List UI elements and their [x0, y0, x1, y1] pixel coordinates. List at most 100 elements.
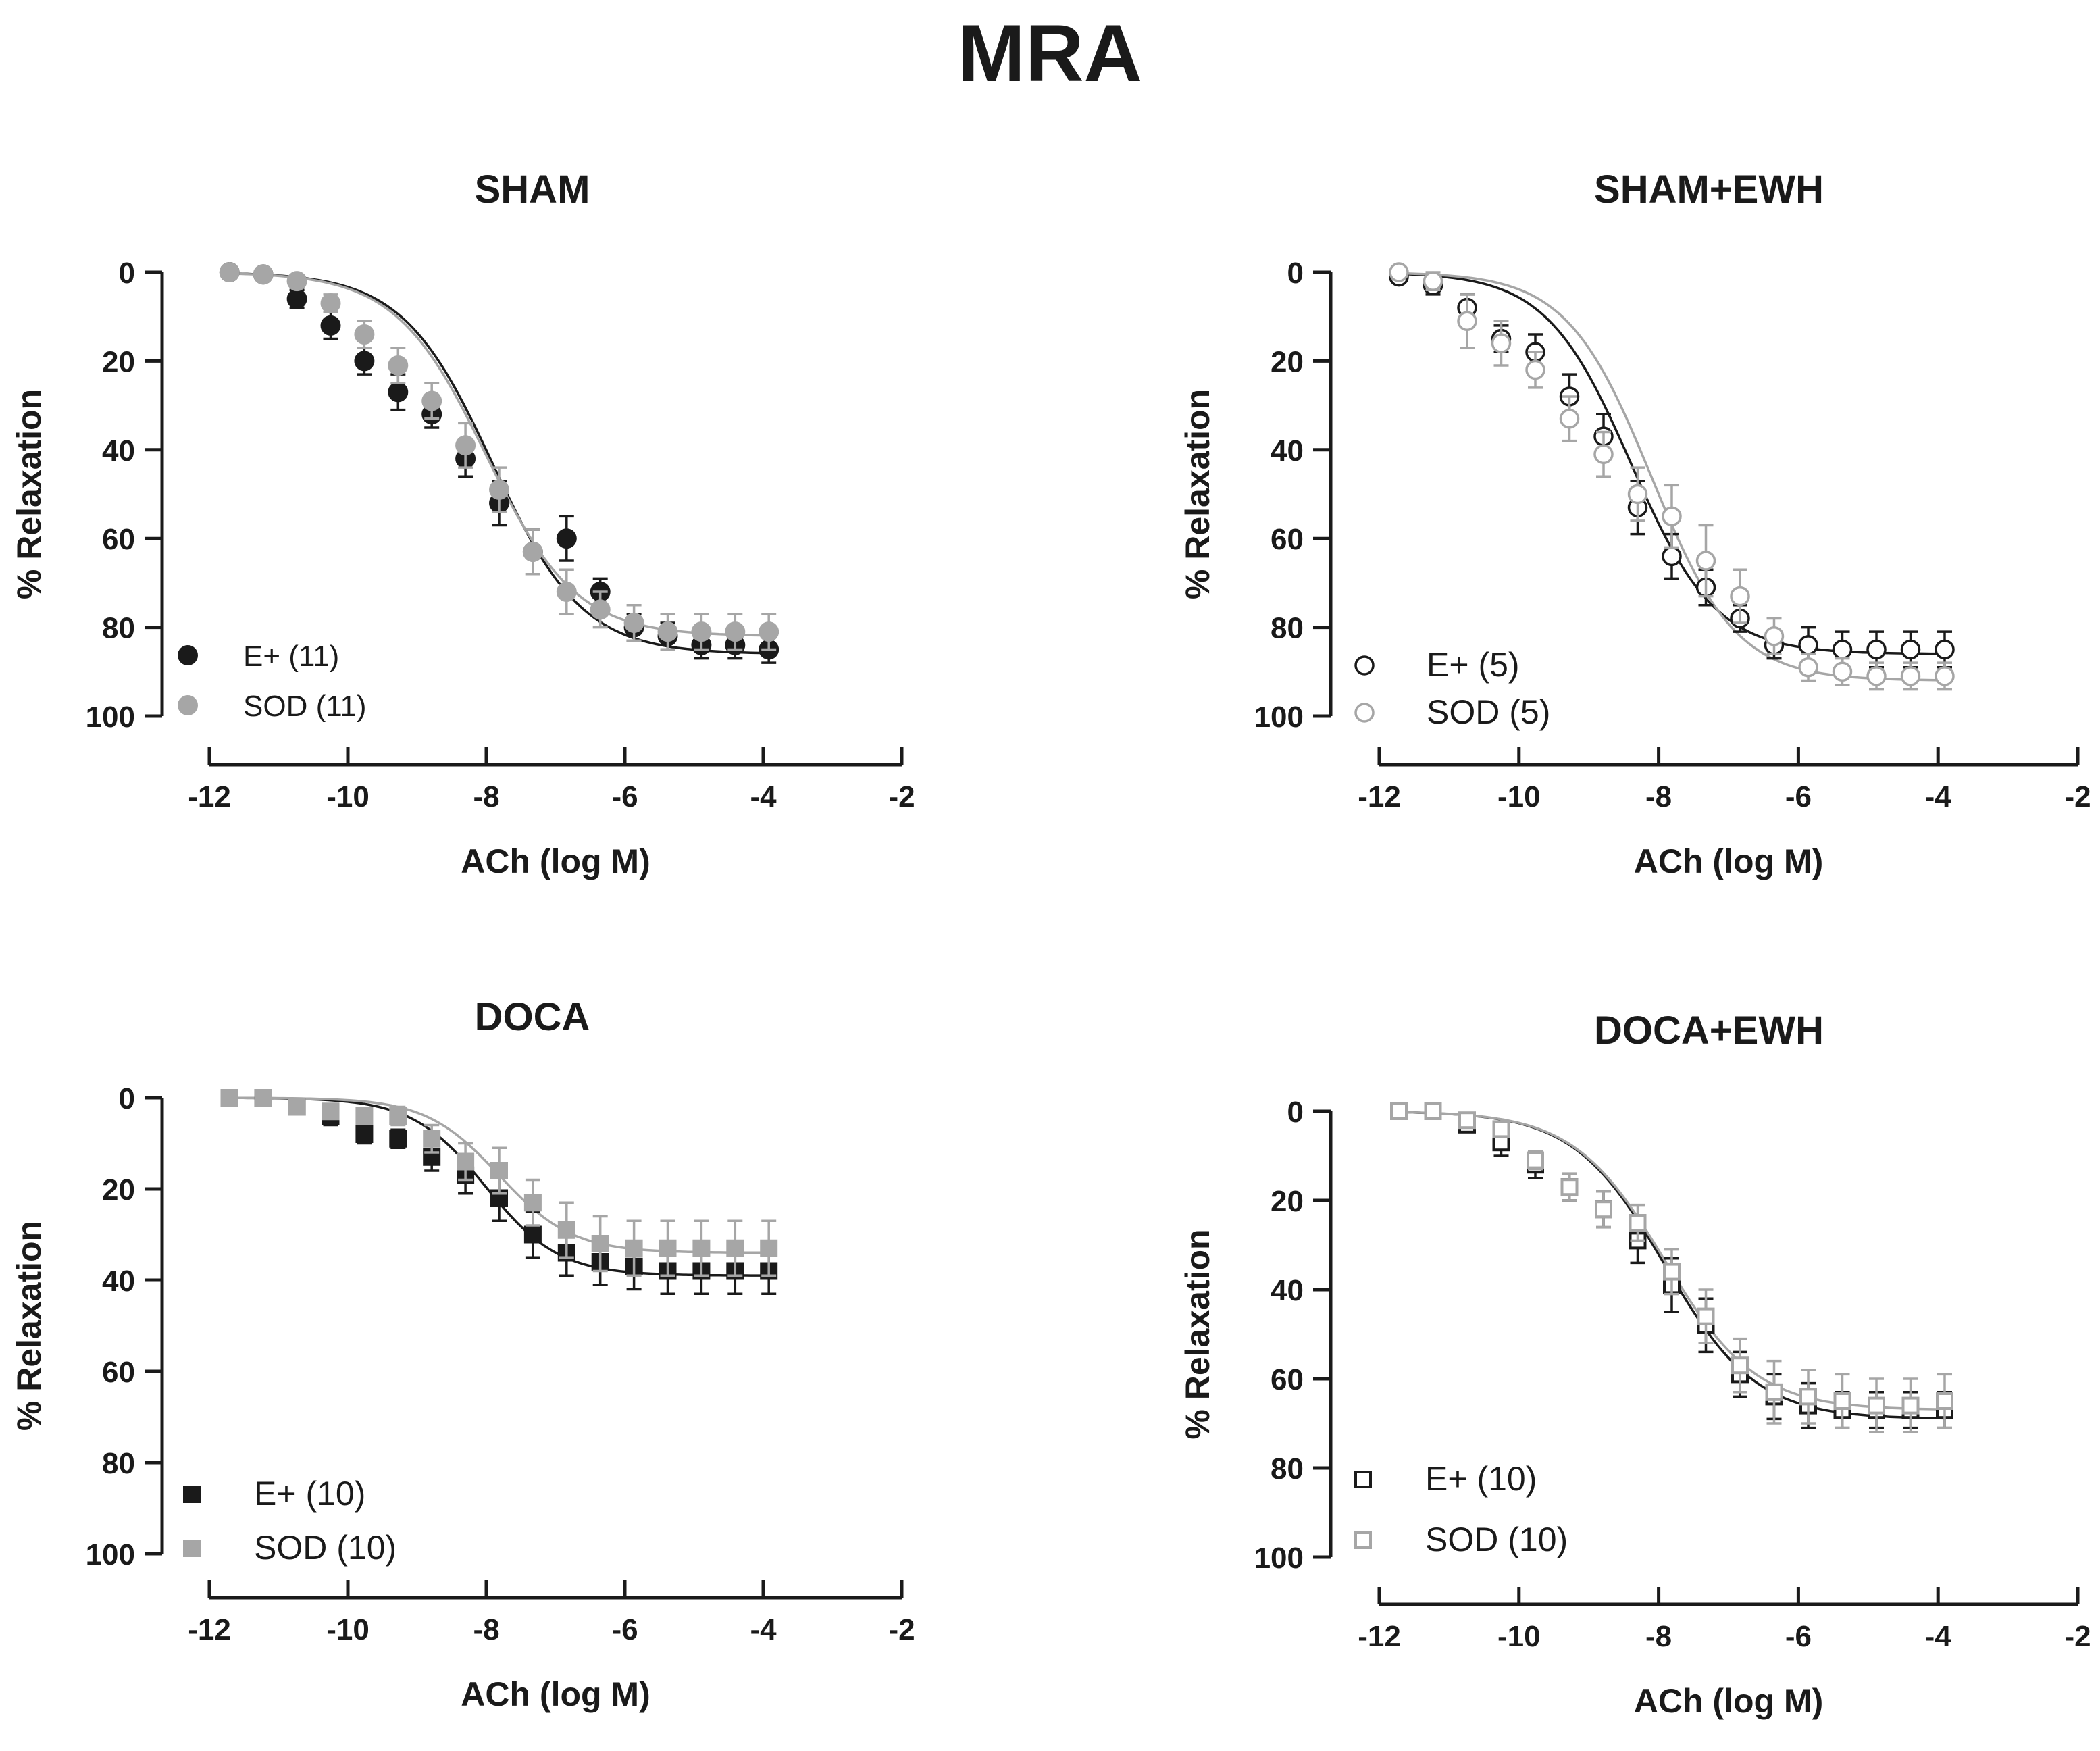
- y-axis-label: % Relaxation: [10, 1221, 48, 1431]
- data-point: [1900, 666, 1921, 686]
- y-tick-label: 60: [1271, 523, 1304, 556]
- series-1: [1389, 266, 1955, 669]
- legend: E+ (5) SOD (5): [1354, 646, 1550, 731]
- y-axis-label: % Relaxation: [1179, 1229, 1217, 1439]
- data-point: [523, 1194, 542, 1212]
- y-tick-label: 100: [1254, 1542, 1304, 1575]
- data-point: [1627, 484, 1648, 505]
- legend-label: SOD (10): [1425, 1521, 1568, 1558]
- legend: E+ (10) SOD (10): [1354, 1460, 1568, 1558]
- series-2: [219, 262, 779, 651]
- data-point: [1868, 1396, 1885, 1415]
- chart-panel-1: SHAM 0 20 40 60 80 100 % Relaxation -12 -10 -8 -6 -4…: [10, 168, 915, 880]
- data-point: [457, 1152, 475, 1171]
- legend-label: SOD (5): [1427, 693, 1550, 731]
- data-point: [725, 621, 746, 642]
- x-axis-label: ACh (log M): [461, 1675, 650, 1713]
- legend-marker: [1354, 1471, 1372, 1488]
- x-tick-label: -2: [2064, 780, 2091, 813]
- data-point: [1936, 1392, 1953, 1410]
- legend-label: E+ (5): [1427, 646, 1520, 684]
- y-tick-label: 100: [1254, 701, 1304, 734]
- data-point: [659, 1239, 677, 1257]
- data-point: [354, 351, 375, 372]
- y-tick-label: 0: [119, 257, 135, 290]
- y-tick-label: 80: [1271, 612, 1304, 645]
- data-point: [288, 1098, 306, 1116]
- chart-title: SHAM: [475, 168, 590, 211]
- data-point: [1799, 1388, 1817, 1406]
- y-tick-label: 60: [102, 523, 135, 556]
- data-point: [1423, 271, 1443, 291]
- data-point: [523, 1225, 542, 1244]
- data-point: [556, 582, 577, 603]
- y-tick-label: 20: [102, 1173, 135, 1207]
- data-point: [1866, 639, 1887, 660]
- data-point: [1525, 359, 1545, 380]
- data-point: [1901, 1396, 1920, 1415]
- data-point: [490, 1162, 508, 1179]
- data-point: [1765, 1383, 1783, 1401]
- data-point: [590, 599, 611, 620]
- data-point: [1593, 444, 1614, 465]
- data-point: [320, 293, 341, 313]
- data-point: [557, 1221, 575, 1239]
- x-tick-label: -8: [1645, 780, 1672, 813]
- chart-panel-3: DOCA 0 20 40 60 80 100 % Relaxation -12 -10 -8 -6 -4…: [10, 995, 915, 1713]
- data-point: [254, 1089, 272, 1107]
- legend-label: E+ (10): [1425, 1460, 1537, 1498]
- legend: E+ (11) SOD (11): [178, 640, 367, 723]
- data-point: [1390, 1102, 1408, 1120]
- x-tick-label: -4: [750, 1613, 777, 1646]
- legend-marker: [1354, 703, 1375, 723]
- data-point: [591, 1235, 609, 1252]
- x-tick-label: -4: [1925, 1620, 1952, 1653]
- data-point: [388, 355, 409, 376]
- data-point: [388, 382, 409, 403]
- y-tick-label: 0: [1287, 1096, 1304, 1129]
- data-point: [455, 435, 476, 456]
- data-point: [322, 1102, 340, 1121]
- series-2: [220, 1089, 778, 1277]
- x-tick-label: -10: [326, 1613, 369, 1646]
- legend: E+ (10) SOD (10): [183, 1475, 396, 1567]
- y-tick-label: 60: [102, 1356, 135, 1389]
- data-point: [1731, 1356, 1749, 1375]
- data-point: [320, 315, 341, 336]
- x-tick-label: -6: [1785, 780, 1812, 813]
- x-tick-label: -4: [1925, 780, 1952, 813]
- data-point: [726, 1239, 744, 1257]
- y-tick-label: 80: [102, 612, 135, 645]
- y-tick-label: 40: [1271, 1274, 1304, 1307]
- data-point: [1389, 262, 1409, 282]
- y-tick-label: 80: [1271, 1452, 1304, 1486]
- fit-curve-2: [229, 272, 769, 637]
- data-point: [1595, 1200, 1612, 1219]
- legend-marker: [183, 1486, 201, 1503]
- data-point: [1798, 635, 1818, 655]
- data-point: [1832, 639, 1853, 660]
- data-point: [556, 528, 577, 549]
- data-point: [286, 288, 307, 309]
- x-axis-label: ACh (log M): [1634, 1682, 1823, 1720]
- data-point: [1560, 1178, 1579, 1196]
- data-point: [286, 271, 307, 292]
- x-tick-label: -12: [188, 780, 231, 813]
- data-point: [354, 324, 375, 345]
- data-point: [1457, 311, 1477, 332]
- legend-marker: [1354, 1531, 1372, 1549]
- x-tick-label: -2: [2064, 1620, 2091, 1653]
- data-point: [253, 264, 274, 285]
- data-point: [1935, 666, 1955, 686]
- fit-curve-2: [1398, 272, 1945, 682]
- legend-marker: [183, 1540, 201, 1557]
- x-axis-label: ACh (log M): [461, 842, 650, 880]
- x-tick-label: -2: [888, 780, 915, 813]
- data-point: [421, 390, 442, 411]
- data-point: [623, 613, 644, 634]
- data-point: [1662, 546, 1682, 567]
- x-tick-label: -10: [1497, 1620, 1541, 1653]
- data-point: [219, 262, 240, 282]
